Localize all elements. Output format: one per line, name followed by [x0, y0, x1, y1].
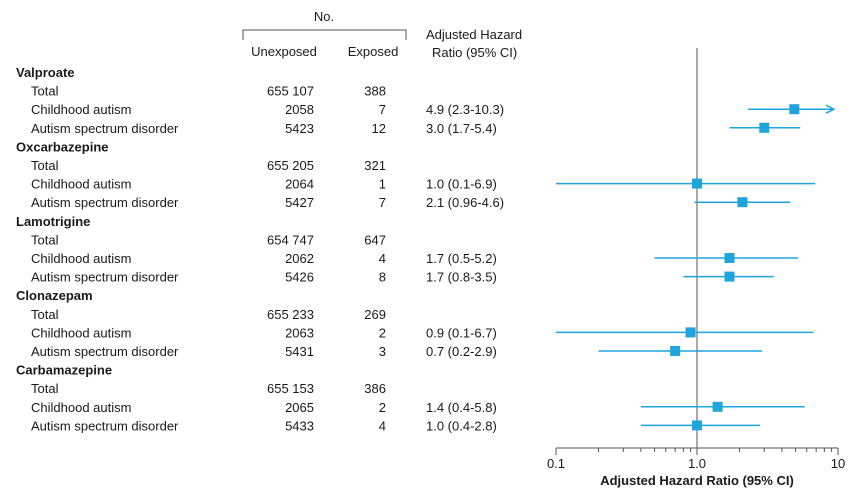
hr-point-marker: [692, 420, 702, 431]
row-label: Autism spectrum disorder: [31, 270, 179, 285]
unexposed-count: 2063: [285, 325, 314, 340]
unexposed-count: 2065: [285, 400, 314, 415]
row-label: Total: [31, 232, 59, 247]
row-label: Childhood autism: [31, 102, 131, 117]
hr-point-marker: [789, 104, 800, 115]
row-label: Childhood autism: [31, 400, 131, 415]
exposed-count: 3: [379, 344, 386, 359]
row-label: Autism spectrum disorder: [31, 344, 179, 359]
hr-point-marker: [759, 122, 770, 133]
hazard-ratio-text: 4.9 (2.3-10.3): [426, 102, 504, 117]
exposed-count: 2: [379, 325, 386, 340]
x-axis: Adjusted Hazard Ratio (95% CI) 0.1 1.0 10: [547, 447, 845, 488]
unexposed-count: 655 107: [267, 84, 314, 99]
hr-point-marker: [670, 346, 681, 356]
unexposed-count: 2062: [285, 251, 314, 266]
row-label: Total: [31, 307, 59, 322]
exposed-count: 8: [379, 270, 386, 285]
data-table: Valproate Total 655 107 388 Childhood autism…: [16, 65, 504, 433]
unexposed-count: 5431: [285, 344, 314, 359]
unexposed-count: 5427: [285, 195, 314, 210]
unexposed-count: 5423: [285, 121, 314, 136]
group-title: Valproate: [16, 65, 75, 80]
hr-point-marker: [737, 197, 748, 208]
x-axis-label: Adjusted Hazard Ratio (95% CI): [600, 473, 794, 488]
x-tick-label: 1.0: [688, 456, 706, 471]
row-label: Childhood autism: [31, 325, 131, 340]
hazard-ratio-text: 1.4 (0.4-5.8): [426, 400, 497, 415]
table-header: No. Unexposed Exposed Adjusted Hazard Ra…: [242, 9, 522, 60]
row-label: Total: [31, 381, 59, 396]
unexposed-count: 654 747: [267, 232, 314, 247]
group-title: Carbamazepine: [16, 363, 112, 378]
unexposed-count: 5426: [285, 270, 314, 285]
exposed-count: 1: [379, 177, 386, 192]
exposed-count: 7: [379, 102, 386, 117]
row-label: Total: [31, 84, 59, 99]
exposed-count: 388: [364, 84, 386, 99]
header-hr-line1: Adjusted Hazard: [426, 27, 522, 42]
hr-point-marker: [712, 401, 723, 412]
group-title: Clonazepam: [16, 288, 93, 303]
hazard-ratio-text: 1.7 (0.5-5.2): [426, 251, 497, 266]
exposed-count: 321: [364, 158, 386, 173]
hazard-ratio-text: 2.1 (0.96-4.6): [426, 195, 504, 210]
exposed-count: 7: [379, 195, 386, 210]
plot-area: [556, 48, 836, 448]
row-label: Autism spectrum disorder: [31, 121, 179, 136]
row-label: Autism spectrum disorder: [31, 195, 179, 210]
row-label: Total: [31, 158, 59, 173]
hazard-ratio-text: 0.9 (0.1-6.7): [426, 325, 497, 340]
exposed-count: 2: [379, 400, 386, 415]
unexposed-count: 655 233: [267, 307, 314, 322]
ci-arrow: [825, 104, 836, 114]
unexposed-count: 655 153: [267, 381, 314, 396]
exposed-count: 269: [364, 307, 386, 322]
header-hr-line2: Ratio (95% CI): [432, 45, 517, 60]
group-title: Oxcarbazepine: [16, 139, 109, 154]
header-exposed: Exposed: [348, 44, 399, 59]
row-label: Childhood autism: [31, 251, 131, 266]
hazard-ratio-text: 1.0 (0.4-2.8): [426, 418, 497, 433]
hr-point-marker: [724, 253, 735, 263]
exposed-count: 647: [364, 232, 386, 247]
unexposed-count: 2064: [285, 177, 314, 192]
hr-point-marker: [692, 178, 702, 189]
hazard-ratio-text: 3.0 (1.7-5.4): [426, 121, 497, 136]
hazard-ratio-text: 1.0 (0.1-6.9): [426, 177, 497, 192]
header-no: No.: [314, 9, 334, 24]
x-tick-label: 0.1: [547, 456, 565, 471]
row-label: Childhood autism: [31, 177, 131, 192]
hazard-ratio-text: 1.7 (0.8-3.5): [426, 270, 497, 285]
exposed-count: 12: [372, 121, 386, 136]
exposed-count: 4: [379, 418, 386, 433]
hr-point-marker: [685, 327, 696, 338]
group-title: Lamotrigine: [16, 214, 90, 229]
x-tick-label: 10: [831, 456, 845, 471]
unexposed-count: 655 205: [267, 158, 314, 173]
unexposed-count: 2058: [285, 102, 314, 117]
hazard-ratio-text: 0.7 (0.2-2.9): [426, 344, 497, 359]
header-bracket: [242, 29, 407, 40]
exposed-count: 4: [379, 251, 386, 266]
hr-point-marker: [724, 271, 735, 282]
unexposed-count: 5433: [285, 418, 314, 433]
row-label: Autism spectrum disorder: [31, 418, 179, 433]
exposed-count: 386: [364, 381, 386, 396]
header-unexposed: Unexposed: [251, 44, 317, 59]
